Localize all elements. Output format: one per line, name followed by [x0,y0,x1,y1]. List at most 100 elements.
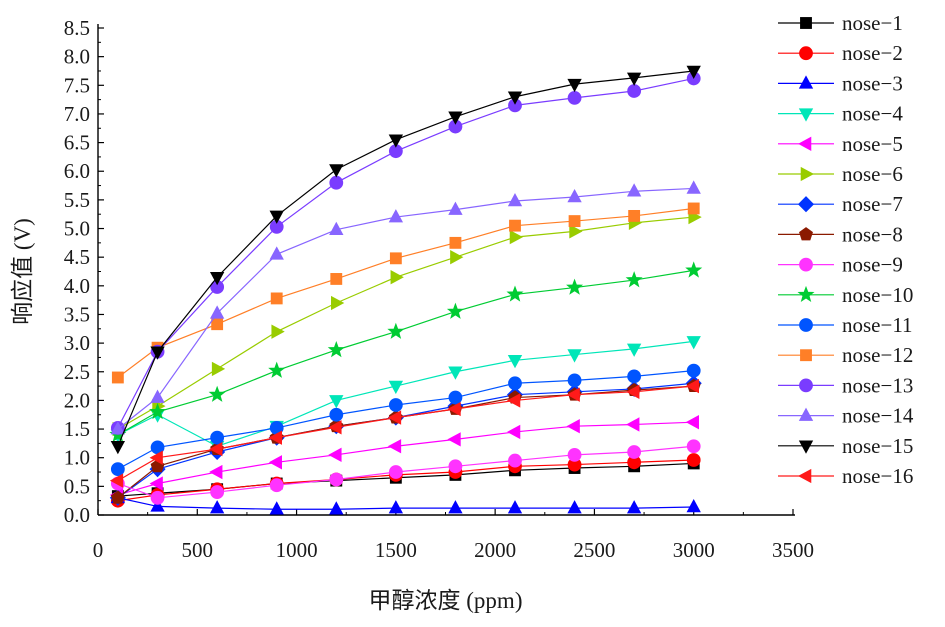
data-point [448,201,463,215]
data-point [507,393,521,408]
data-point [567,349,582,363]
legend-item: nose−10 [778,283,913,307]
legend-item: nose−3 [778,71,903,95]
y-tick-label: 4.0 [64,274,90,298]
y-tick-label: 7.0 [64,102,90,126]
data-point [329,395,344,409]
legend-marker [798,440,814,454]
data-point [507,424,521,440]
data-point [110,421,126,435]
y-tick-label: 5.0 [64,217,90,241]
data-point [331,295,345,311]
y-tick-label: 6.0 [64,159,90,183]
data-point [507,500,523,514]
axes: 0.0 0.5 1.0 1.5 2.0 2.5 3.0 3.5 4.0 4.5 5.0 5.5 6.0 6… [64,16,814,562]
data-point [507,193,523,207]
data-point [389,252,402,265]
data-point [686,336,701,350]
legend-marker [799,257,813,272]
x-axis-title: 甲醇浓度 (ppm) [369,588,523,613]
legend-label: nose−1 [842,11,903,35]
data-point [271,324,285,339]
data-point [627,445,642,459]
series-line [117,385,694,499]
y-tick-label: 3.0 [64,331,90,355]
data-point [509,229,523,245]
data-point [686,363,701,378]
legend-label: nose−8 [842,222,903,246]
series-line [117,385,694,482]
data-point [268,455,282,470]
legend-item: nose−14 [778,404,914,428]
data-point [268,430,282,445]
data-point [507,91,523,105]
x-tick-label: 2500 [573,538,615,562]
data-point [448,366,463,380]
data-point [209,305,225,319]
legend-marker [799,46,813,61]
data-point [567,373,582,388]
series-line [117,459,694,502]
data-point [211,361,226,377]
data-point [567,500,582,514]
data-point [626,343,642,357]
series-nose-16 [109,378,699,488]
data-point [388,465,403,479]
data-point [567,90,582,105]
data-point [110,462,125,477]
data-point [508,453,522,468]
x-tick-label: 500 [182,538,214,562]
data-point [626,417,640,432]
data-point [328,447,342,463]
data-point [269,210,284,224]
y-tick-label: 0.0 [64,503,90,527]
data-point [388,398,403,412]
data-point [508,376,522,391]
data-point [625,271,643,288]
legend-marker [800,17,812,29]
data-point [388,209,404,223]
x-tick-label: 0 [93,538,104,562]
legend-label: nose−12 [842,343,913,367]
y-tick-label: 7.5 [64,73,90,97]
data-point [268,361,286,378]
legend-marker [797,285,815,303]
legend-item: nose−1 [778,11,903,35]
data-point [110,440,126,455]
legend-item: nose−4 [778,102,903,126]
legend-item: nose−2 [778,41,903,65]
data-point [210,430,225,445]
data-point [329,164,344,178]
data-point [269,478,284,493]
data-point [686,439,701,454]
legend-label: nose−7 [842,192,903,216]
data-point [209,441,223,457]
data-point [685,261,703,278]
legend-label: nose−14 [842,404,914,428]
data-point [448,111,463,125]
y-axis-title: 响应值 (V) [10,218,35,325]
series-line [117,462,694,497]
series-nose-12 [111,202,700,384]
data-point [387,410,402,425]
data-point [686,453,701,467]
data-point [567,189,582,203]
data-point [449,236,462,249]
data-point [150,389,165,403]
y-tick-label: 0.5 [64,474,90,498]
data-point [111,371,124,384]
data-point [149,402,167,420]
data-point [567,447,582,462]
data-point [686,498,701,513]
data-point [448,390,463,405]
y-tick-label: 5.5 [64,188,90,212]
data-point [109,473,124,488]
series-nose-10 [109,261,703,443]
data-point [329,221,344,235]
series-layer [109,65,703,515]
legend-label: nose−5 [842,132,903,156]
data-point [685,415,699,430]
series-line [117,216,694,430]
series-nose-14 [110,180,701,435]
